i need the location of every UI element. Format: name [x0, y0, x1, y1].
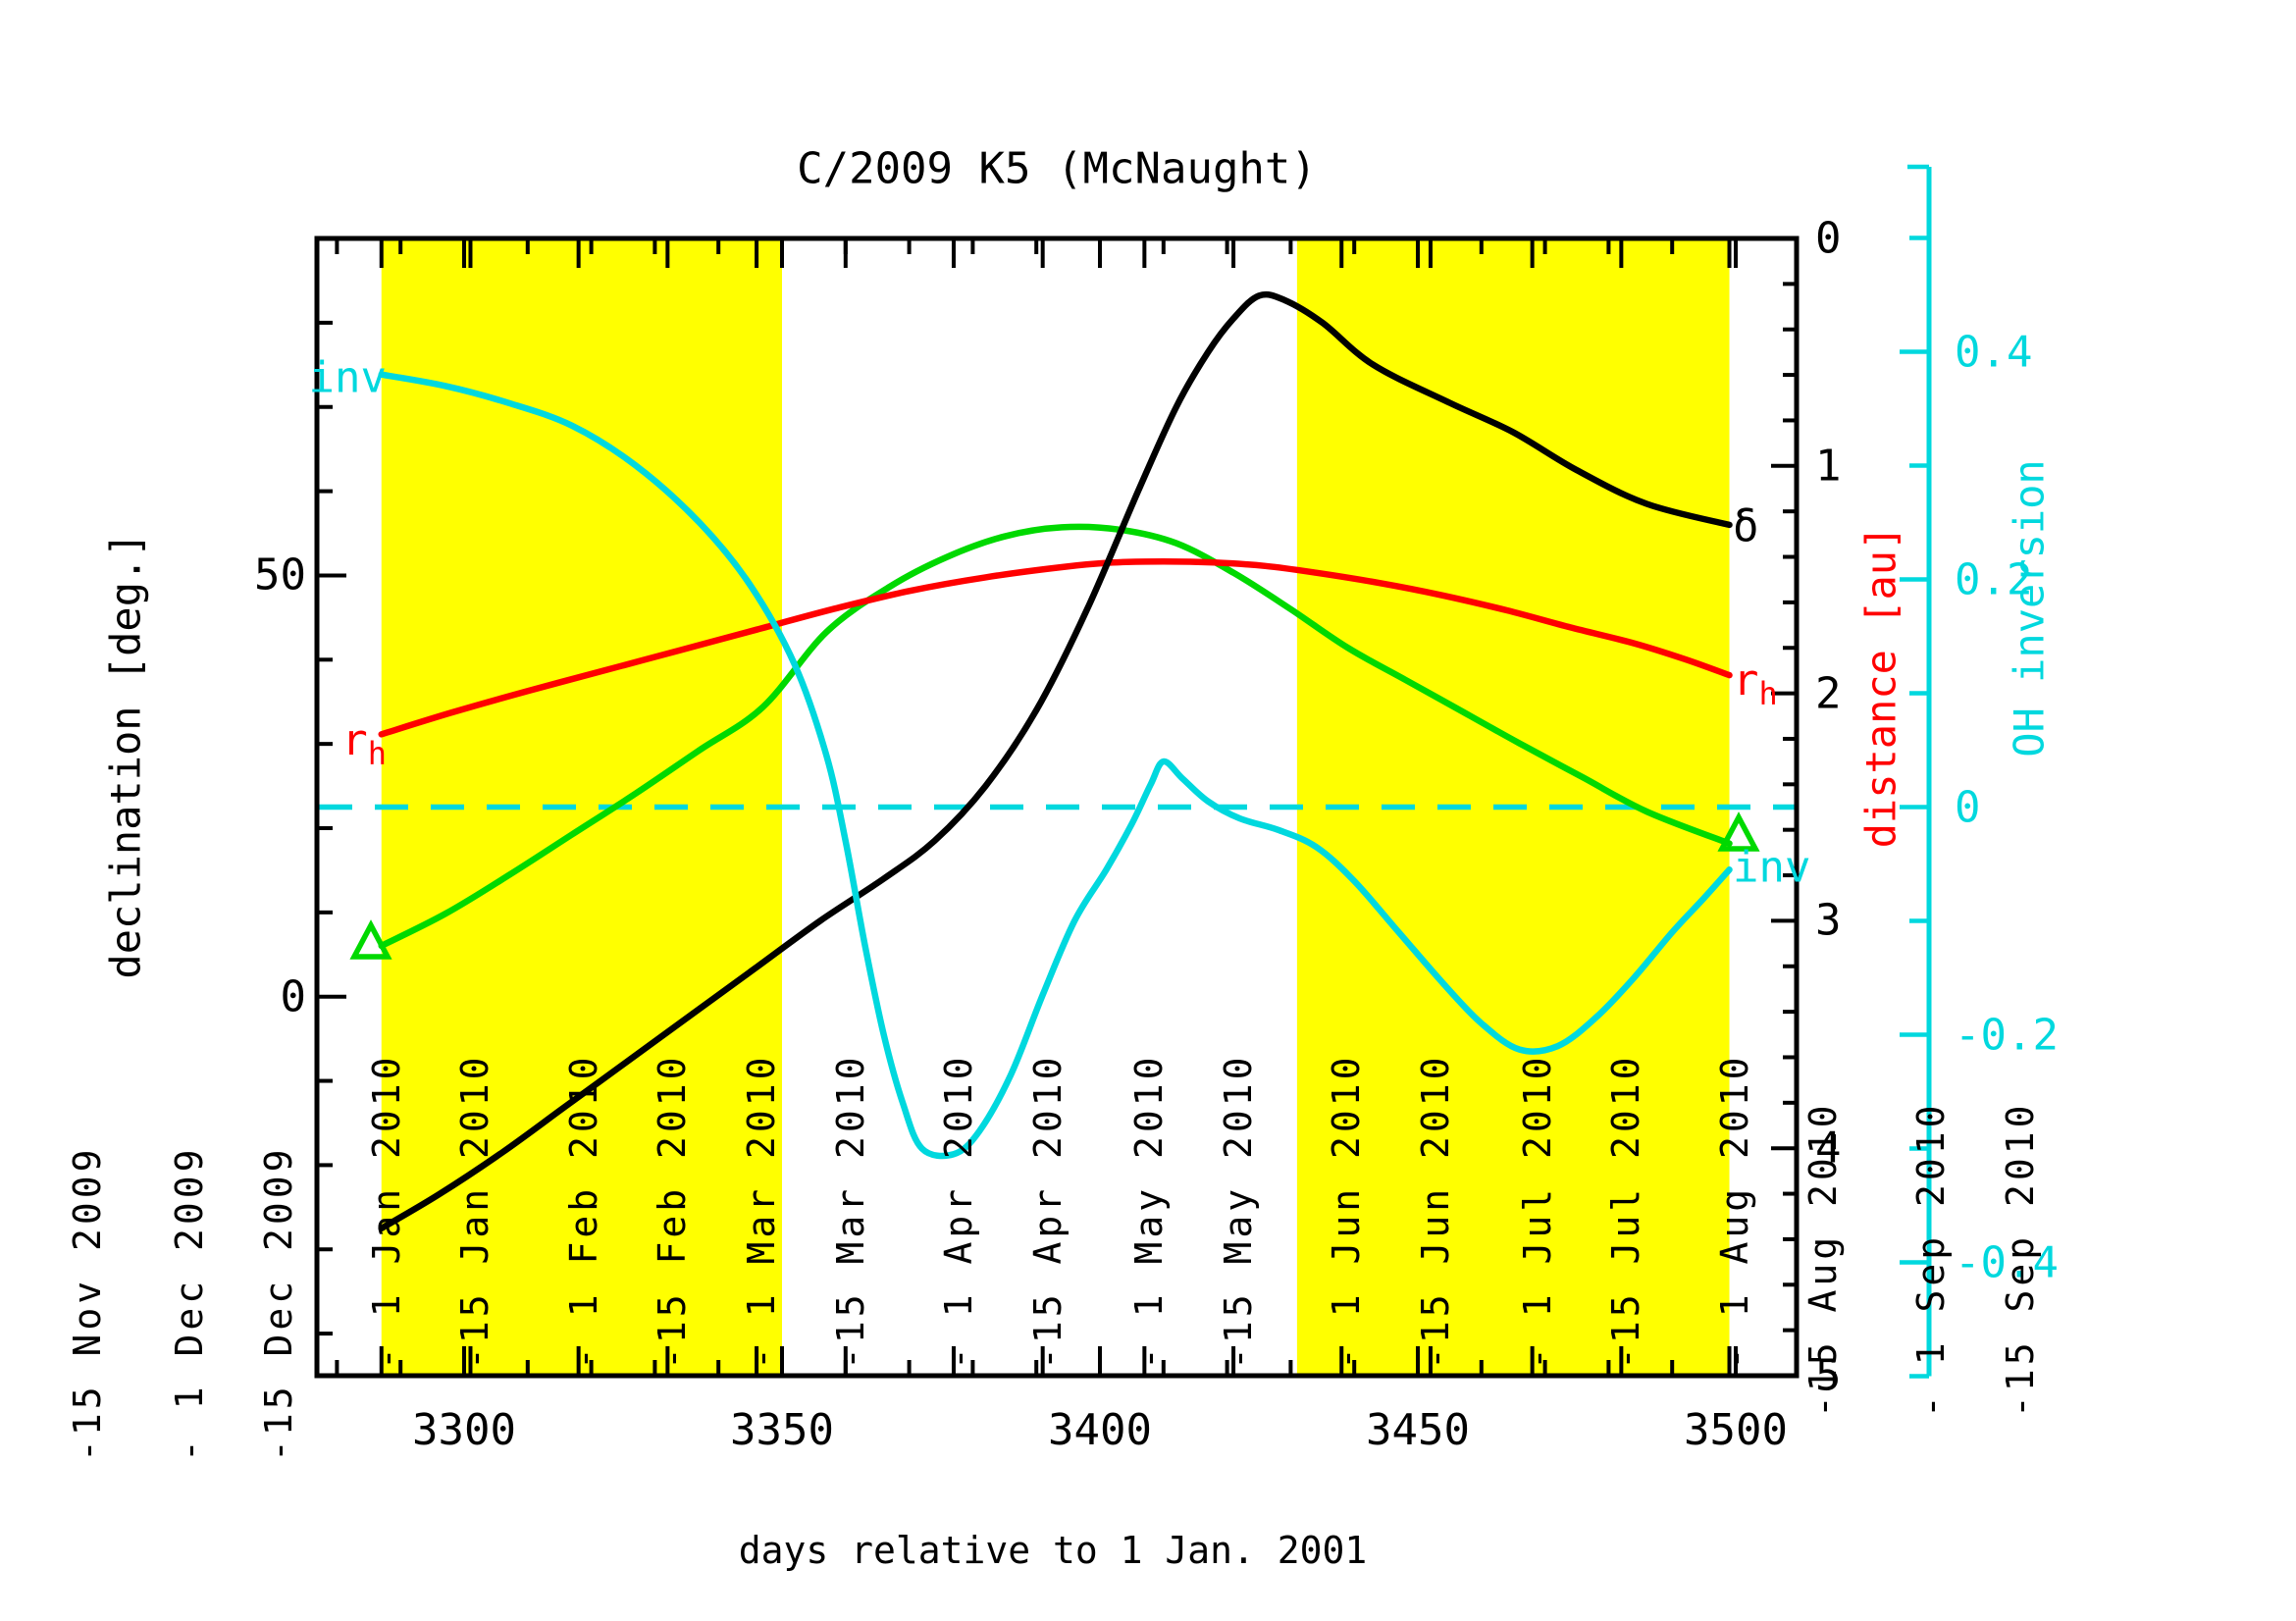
distance-tick-label: 0 [1815, 213, 1842, 264]
date-label: -15 Apr 2010 [1025, 1053, 1070, 1370]
x-tick-label: 3450 [1366, 1405, 1470, 1455]
x-tick-label: 3500 [1684, 1405, 1788, 1455]
curve-heliocentric_distance [378, 557, 1733, 738]
date-label: - 1 Jul 2010 [1515, 1053, 1559, 1370]
inversion-tick-label: 0 [1955, 782, 1981, 832]
declination-tick-label: 50 [254, 549, 306, 601]
distance-tick-label: 5 [1815, 1350, 1842, 1401]
curve-OH_inversion [378, 371, 1733, 1160]
plot-frame [314, 235, 1800, 1379]
x-tick-label: 3400 [1048, 1405, 1152, 1455]
inversion-tick-label: -0.2 [1955, 1010, 2059, 1060]
date-label: -15 Feb 2010 [651, 1053, 695, 1370]
distance-tick-label: 1 [1815, 441, 1842, 492]
x-axis-label: days relative to 1 Jan. 2001 [738, 1529, 1368, 1572]
delta-declination-curve-label-right: δ [1733, 501, 1759, 552]
geocentric-triangle-marker [1717, 811, 1760, 852]
inversion-tick-label: 0.2 [1955, 554, 2033, 604]
date-label: - 1 Sep 2010 [1909, 1101, 1954, 1418]
date-label: - 1 Jun 2010 [1325, 1053, 1369, 1370]
x-tick-label: 3300 [412, 1405, 516, 1455]
date-label: -15 Aug 2010 [1801, 1101, 1846, 1418]
distance-tick-label: 4 [1815, 1123, 1842, 1174]
distance-tick-label: 2 [1815, 668, 1842, 719]
date-label: - 1 Dec 2009 [167, 1145, 211, 1462]
inv-curve-label-left: inv [308, 352, 387, 403]
distance-axis-label: distance [au] [1856, 525, 1905, 849]
declination-tick-label: 0 [280, 971, 307, 1022]
distance-tick-label: 3 [1815, 895, 1842, 946]
date-label: -15 Dec 2009 [256, 1145, 300, 1462]
date-label: - 1 Aug 2010 [1712, 1053, 1756, 1370]
date-label: -15 Jun 2010 [1413, 1053, 1457, 1370]
date-label: - 1 Feb 2010 [561, 1053, 605, 1370]
inv-curve-label-right: inv [1733, 842, 1811, 893]
date-label: - 1 May 2010 [1127, 1053, 1172, 1370]
rh-curve-label-left: rh [341, 715, 387, 772]
rh-curve-label-right: rh [1733, 655, 1778, 712]
inversion-tick-label: 0.4 [1955, 327, 2033, 377]
date-label: -15 Mar 2010 [828, 1053, 872, 1370]
curve-declination [378, 290, 1733, 1232]
date-label: -15 Sep 2010 [1999, 1101, 2043, 1418]
date-label: - 1 Apr 2010 [936, 1053, 980, 1370]
declination-axis-label: declination [deg.] [101, 532, 150, 979]
date-label: -15 Jul 2010 [1604, 1053, 1648, 1370]
inversion-axis-label: OH inversion [2005, 459, 2054, 758]
date-label: -15 May 2010 [1217, 1053, 1261, 1370]
date-label: - 1 Jan 2010 [364, 1053, 408, 1370]
date-label: - 1 Mar 2010 [740, 1053, 784, 1370]
date-label: -15 Jan 2010 [453, 1053, 497, 1370]
inversion-tick-label: -0.4 [1955, 1237, 2059, 1287]
date-label: -15 Nov 2009 [66, 1145, 110, 1462]
curve-geocentric_distance [378, 523, 1733, 950]
x-tick-label: 3350 [730, 1405, 834, 1455]
geocentric-triangle-marker [349, 919, 392, 960]
chart-title: C/2009 K5 (McNaught) [797, 143, 1317, 194]
